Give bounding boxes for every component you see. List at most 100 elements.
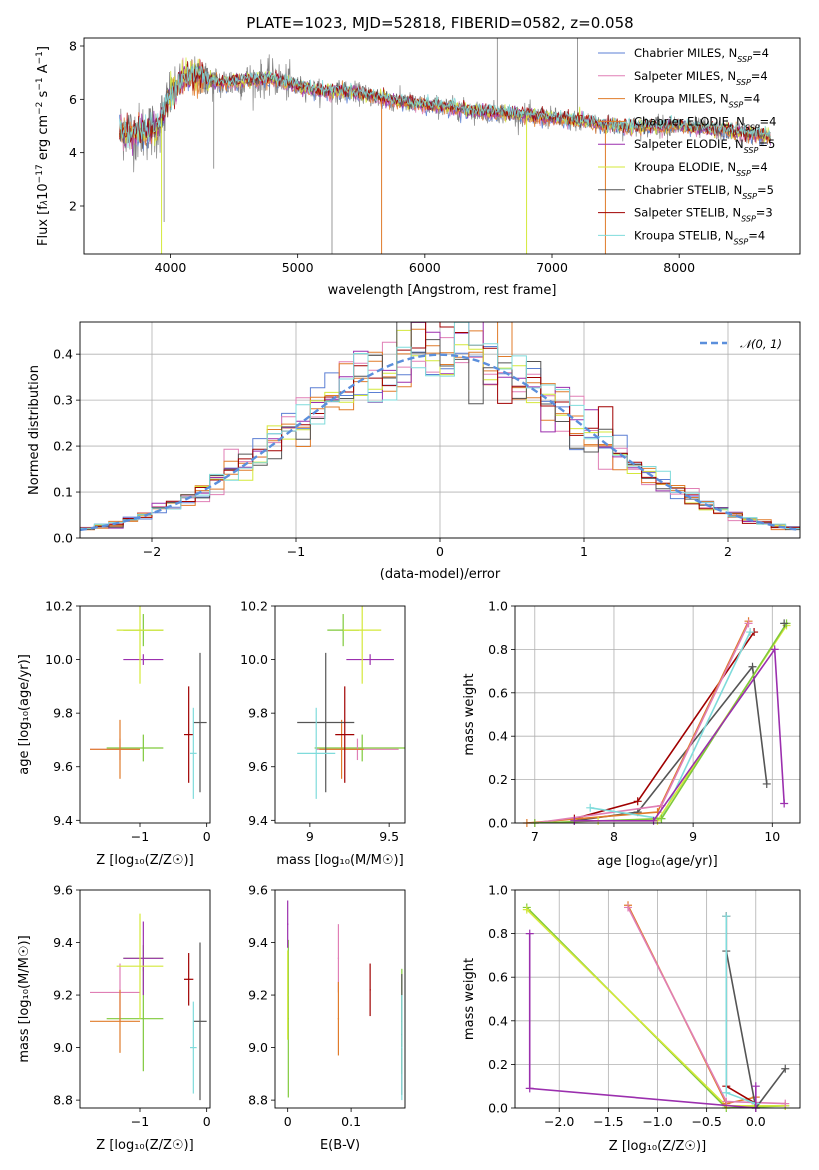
weight-marker — [586, 803, 595, 812]
legend-entry: Chabrier MILES, NSSP=4 — [634, 46, 769, 64]
y-tick-label: 0.8 — [488, 642, 508, 657]
legend-entry: 𝒩(0, 1) — [740, 337, 782, 351]
y-axis-label: Flux [fλ10−17 erg cm−2 s−1 A−1] — [35, 46, 51, 246]
x-tick-label: 5000 — [282, 260, 314, 275]
y-tick-label: 10.0 — [240, 652, 268, 667]
legend-entry: Salpeter MILES, NSSP=4 — [634, 69, 768, 87]
spectrum-frame — [83, 37, 801, 255]
y-axis-label-part: s — [36, 90, 51, 101]
y-tick-label: 0.2 — [488, 1057, 508, 1072]
y-tick-label: 8.8 — [53, 1093, 73, 1108]
mass-vs-ebv-axes — [271, 889, 352, 1112]
legend-text: Chabrier ELODIE, N — [634, 114, 745, 128]
weight-line — [574, 631, 755, 820]
y-axis-label-part: −1 — [35, 51, 45, 64]
legend-text: Salpeter MILES, N — [634, 69, 736, 83]
y-tick-label: 9.6 — [248, 759, 268, 774]
residuals-frame — [79, 321, 801, 539]
legend-entry: Chabrier ELODIE, NSSP=4 — [634, 114, 776, 131]
weight-marker — [780, 619, 789, 628]
weight-vs-age-frame — [514, 605, 801, 824]
legend-subscript: SSP — [742, 191, 757, 200]
legend-text: Salpeter ELODIE, N — [634, 137, 744, 151]
legend-subscript: SSP — [736, 169, 751, 178]
x-tick-label: 9.5 — [379, 829, 399, 844]
legend-entry: Kroupa STELIB, NSSP=4 — [634, 228, 765, 246]
weight-marker — [624, 903, 633, 912]
legend-text: Kroupa STELIB, N — [634, 228, 734, 242]
y-tick-label: 0.3 — [53, 393, 73, 408]
weight-line — [574, 647, 785, 822]
age-vs-Z-axes — [76, 605, 208, 827]
weight-marker — [751, 1082, 760, 1091]
weight-marker — [781, 1064, 790, 1073]
y-tick-label: 0.4 — [488, 729, 508, 744]
x-axis-label: age [log₁₀(age/yr)] — [597, 854, 718, 869]
x-tick-label: −0.5 — [691, 1114, 721, 1129]
y-tick-label: 0.2 — [488, 772, 508, 787]
y-tick-label: 0.2 — [53, 439, 73, 454]
histogram-step — [80, 322, 800, 531]
x-axis-label: E(B-V) — [320, 1138, 360, 1153]
y-tick-label: 9.4 — [53, 813, 73, 828]
weight-line — [526, 906, 786, 1108]
y-tick-label: 0.4 — [488, 1013, 508, 1028]
age-vs-mass-axes — [271, 605, 390, 827]
residuals-axes — [76, 322, 800, 542]
y-tick-label: 9.4 — [53, 935, 73, 950]
legend-text: =4 — [752, 46, 769, 60]
y-axis-label: mass [log₁₀(M/M☉)] — [17, 935, 32, 1062]
weight-marker — [748, 662, 757, 671]
y-axis-label-part: 10 — [36, 183, 51, 200]
legend-subscript: SSP — [744, 146, 759, 155]
legend-entry: Salpeter ELODIE, NSSP=5 — [634, 137, 775, 155]
mass-vs-ebv-frame — [274, 889, 406, 1109]
weight-marker — [525, 929, 534, 938]
y-tick-label: 9.4 — [248, 935, 268, 950]
weight-marker — [525, 1084, 534, 1093]
y-tick-label: 9.2 — [248, 988, 268, 1003]
x-tick-label: −1 — [131, 829, 149, 844]
legend-entry: Chabrier STELIB, NSSP=5 — [634, 183, 774, 201]
y-tick-label: 0.0 — [488, 1101, 508, 1116]
x-axis-label: wavelength [Angstrom, rest frame] — [328, 283, 557, 298]
x-tick-label: −1 — [131, 1114, 149, 1129]
x-tick-label: 9 — [689, 829, 697, 844]
x-axis-label: Z [log₁₀(Z/Z☉)] — [609, 1139, 706, 1154]
mass-vs-Z-frame — [79, 889, 211, 1109]
legend-subscript: SSP — [741, 214, 756, 223]
x-tick-label: −2 — [143, 544, 161, 559]
weight-line — [528, 933, 757, 1108]
weight-marker — [649, 816, 658, 825]
y-tick-label: 9.0 — [248, 1040, 268, 1055]
weight-marker — [780, 799, 789, 808]
histogram-step — [80, 322, 800, 532]
x-tick-label: 2 — [724, 544, 732, 559]
weight-marker — [522, 905, 531, 914]
y-tick-label: 0.0 — [488, 816, 508, 831]
weight-line — [534, 622, 788, 823]
x-tick-label: 0 — [203, 829, 211, 844]
legend-subscript: SSP — [737, 55, 752, 64]
legend-text: =5 — [757, 183, 774, 197]
legend-text: =4 — [751, 160, 768, 174]
x-tick-label: 0.0 — [746, 1114, 766, 1129]
y-tick-label: 9.6 — [248, 883, 268, 898]
y-tick-label: 0.8 — [488, 926, 508, 941]
y-axis-label-part: ] — [36, 46, 51, 51]
y-axis-label: Normed distribution — [27, 365, 42, 495]
y-tick-label: 0.6 — [488, 970, 508, 985]
legend-text: Chabrier MILES, N — [634, 46, 737, 60]
mass-vs-Z-axes — [76, 889, 208, 1112]
y-tick-label: 2 — [69, 199, 77, 214]
y-tick-label: 1.0 — [488, 599, 508, 614]
y-tick-label: 9.2 — [53, 988, 73, 1003]
y-tick-label: 1.0 — [488, 883, 508, 898]
legend-text: Kroupa MILES, N — [634, 92, 729, 106]
legend-text: =4 — [743, 92, 760, 106]
y-tick-label: 0.0 — [53, 531, 73, 546]
x-axis-label: mass [log₁₀(M/M☉)] — [276, 853, 403, 868]
weight-line — [725, 950, 786, 1108]
legend-subscript: SSP — [745, 123, 760, 132]
y-axis-label-part: A — [36, 64, 51, 77]
